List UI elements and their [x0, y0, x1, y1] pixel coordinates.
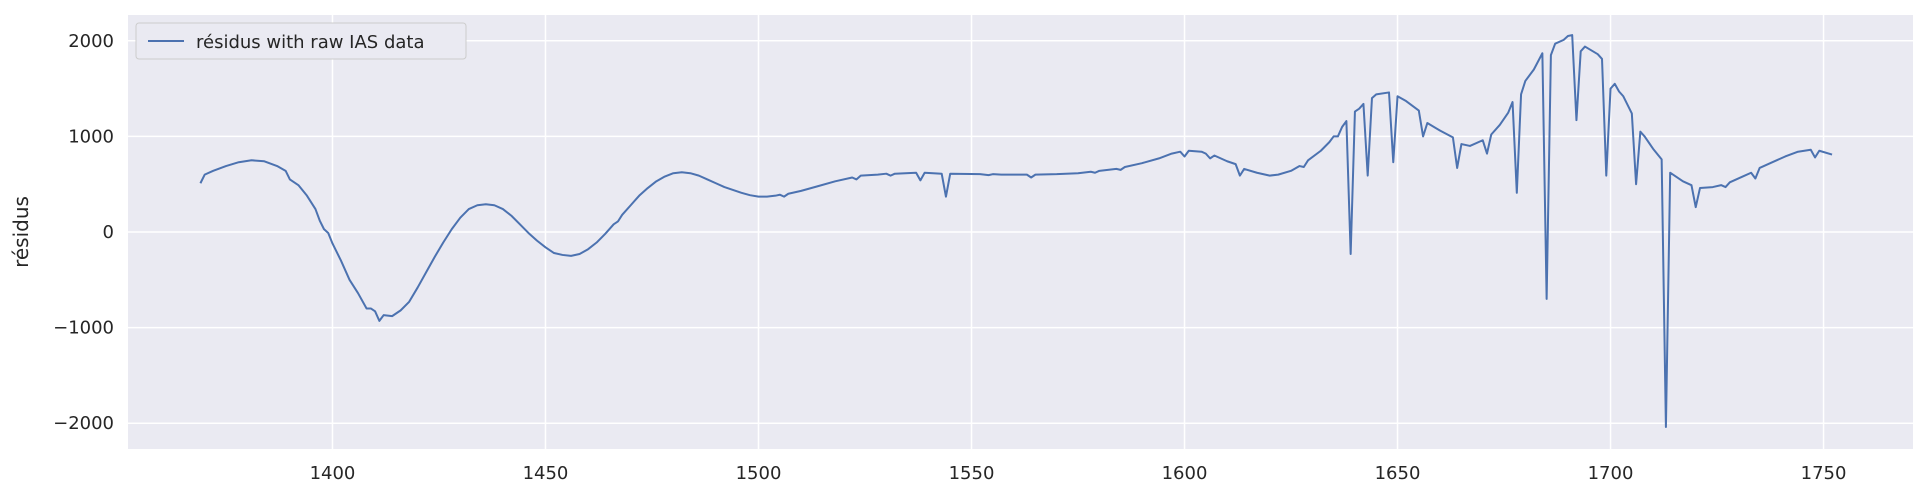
y-tick-label: 0 [103, 222, 114, 243]
y-tick-label: −1000 [53, 318, 114, 339]
y-tick-label: 2000 [68, 31, 114, 52]
x-tick-label: 1750 [1801, 463, 1847, 484]
x-tick-label: 1650 [1375, 463, 1421, 484]
x-tick-label: 1450 [523, 463, 569, 484]
legend-box [135, 22, 467, 60]
x-tick-label: 1500 [736, 463, 782, 484]
y-axis-label: résidus [9, 196, 33, 268]
x-tick-label: 1700 [1588, 463, 1634, 484]
x-tick-label: 1550 [949, 463, 995, 484]
y-tick-label: 1000 [68, 126, 114, 147]
legend-label: résidus with raw IAS data [196, 32, 425, 53]
data-line [199, 34, 1833, 429]
y-tick-label: −2000 [53, 413, 114, 434]
x-tick-label: 1400 [310, 463, 356, 484]
x-tick-label: 1600 [1162, 463, 1208, 484]
